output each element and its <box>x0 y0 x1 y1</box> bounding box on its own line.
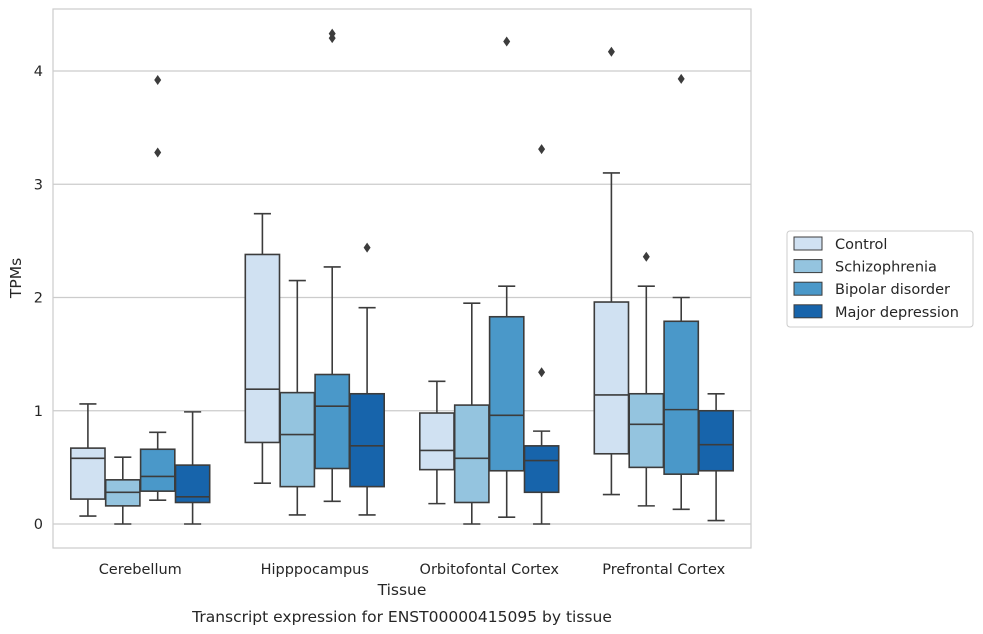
y-tick-label: 4 <box>34 64 43 80</box>
box-body <box>279 391 316 488</box>
box-schizophrenia <box>453 302 490 525</box>
legend-swatch <box>793 281 823 296</box>
box-control <box>593 46 630 496</box>
y-tick-label: 2 <box>34 291 43 307</box>
x-tick-label: Hipppocampus <box>261 562 369 578</box>
box-major-depression <box>349 242 386 516</box>
box-schizophrenia <box>279 279 316 516</box>
plot-frame <box>52 8 752 549</box>
outlier-point <box>503 36 511 47</box>
x-tick-label: Prefrontal Cortex <box>602 562 725 578</box>
legend-swatch <box>793 236 823 251</box>
outlier-point <box>154 75 162 86</box>
legend-label: Control <box>835 237 887 253</box>
legend-label: Bipolar disorder <box>835 282 950 298</box>
box-body <box>628 392 665 469</box>
y-tick-label: 0 <box>34 517 43 533</box>
box-control <box>244 212 281 485</box>
y-axis-label: TPMs <box>7 258 25 299</box>
legend-swatch <box>793 304 823 319</box>
box-major-depression <box>698 392 735 522</box>
box-body <box>139 448 176 492</box>
x-tick-label: Orbitofontal Cortex <box>420 562 560 578</box>
box-bipolar-disorder <box>314 28 351 503</box>
y-tick-label: 1 <box>34 404 43 420</box>
outlier-point <box>154 147 162 158</box>
legend-label: Schizophrenia <box>835 260 937 276</box>
box-bipolar-disorder <box>663 73 700 511</box>
box-groups <box>69 28 735 525</box>
box-body <box>663 320 700 475</box>
box-schizophrenia <box>104 456 141 525</box>
outlier-point <box>642 251 650 262</box>
outlier-point <box>677 73 685 84</box>
box-control <box>418 380 455 505</box>
outlier-point <box>328 28 336 39</box>
box-body <box>698 409 735 472</box>
x-tick-label: Cerebellum <box>99 562 182 578</box>
y-tick-labels: 0 1 2 3 4 <box>34 64 43 533</box>
box-body <box>593 301 630 455</box>
y-tick-label: 3 <box>34 177 43 193</box>
legend-frame <box>786 230 974 328</box>
outlier-point <box>538 367 546 378</box>
legend: Control Schizophrenia Bipolar disorder Majo… <box>786 230 974 328</box>
box-body <box>488 315 525 472</box>
box-body <box>418 412 455 471</box>
box-bipolar-disorder <box>139 75 176 502</box>
box-schizophrenia <box>628 251 665 507</box>
box-body <box>453 404 490 504</box>
box-body <box>314 373 351 470</box>
outlier-point <box>607 46 615 57</box>
x-tick-labels: Cerebellum Hipppocampus Orbitofontal Corte… <box>99 562 726 578</box>
box-bipolar-disorder <box>488 36 525 519</box>
box-control <box>69 403 106 517</box>
legend-swatch <box>793 259 823 274</box>
legend-label: Major depression <box>835 305 959 321</box>
outlier-point <box>538 144 546 155</box>
outlier-point <box>363 242 371 253</box>
box-major-depression <box>523 144 560 525</box>
x-axis-label: Tissue <box>377 581 427 599</box>
chart-caption: Transcript expression for ENST0000041509… <box>191 608 612 626</box>
box-body <box>244 253 281 444</box>
box-body <box>69 447 106 500</box>
box-body <box>349 392 386 488</box>
box-body <box>523 445 560 494</box>
box-major-depression <box>174 411 211 525</box>
